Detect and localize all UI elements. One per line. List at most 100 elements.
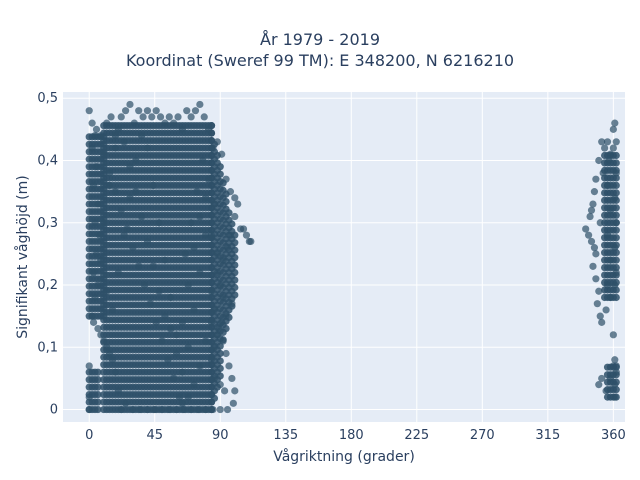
data-point	[586, 212, 594, 221]
data-point	[225, 209, 233, 217]
data-point	[94, 376, 102, 384]
data-point	[165, 113, 173, 121]
data-point	[612, 211, 620, 219]
data-point	[152, 107, 160, 115]
data-point	[612, 278, 620, 287]
data-point	[231, 212, 239, 221]
data-point	[585, 231, 593, 239]
data-point	[592, 250, 600, 258]
data-point	[587, 206, 596, 214]
data-point	[589, 262, 597, 270]
x-tick-label: 225	[404, 428, 429, 443]
data-point	[231, 291, 239, 299]
data-point	[612, 196, 620, 204]
data-point	[231, 254, 239, 262]
data-point	[85, 107, 93, 115]
data-point	[156, 113, 165, 121]
data-point	[609, 144, 617, 152]
data-point	[590, 188, 599, 196]
data-point	[612, 293, 620, 302]
data-point	[598, 318, 606, 326]
data-point	[602, 306, 610, 314]
data-point	[191, 107, 200, 115]
data-point	[612, 174, 620, 182]
data-point	[225, 362, 233, 370]
data-point	[223, 405, 232, 414]
data-point	[609, 125, 617, 133]
data-point	[228, 220, 236, 228]
data-point	[231, 276, 239, 284]
data-point	[595, 381, 603, 389]
data-point	[612, 263, 620, 272]
data-point	[222, 190, 230, 198]
data-point	[210, 394, 219, 402]
data-point	[612, 226, 620, 234]
data-point	[216, 170, 224, 178]
data-point	[94, 398, 102, 406]
y-tick-label: 0,4	[37, 153, 58, 168]
x-tick-label: 135	[273, 428, 298, 443]
x-axis-title: Vågriktning (grader)	[273, 448, 415, 465]
data-point	[231, 268, 239, 277]
data-point	[612, 234, 620, 242]
data-point	[85, 362, 93, 370]
y-tick-label: 0,3	[37, 216, 58, 231]
data-point	[589, 200, 597, 208]
data-point	[612, 204, 620, 212]
data-point	[592, 275, 600, 283]
data-point	[231, 194, 239, 202]
data-point	[234, 200, 242, 208]
data-point	[612, 138, 620, 146]
data-point	[598, 138, 606, 146]
data-point	[612, 271, 620, 279]
data-point	[595, 156, 603, 165]
data-point	[231, 246, 239, 254]
data-point	[612, 189, 620, 197]
data-point	[213, 383, 221, 391]
data-point	[587, 237, 596, 246]
data-point	[216, 349, 224, 358]
chart-subtitle: Koordinat (Sweref 99 TM): E 348200, N 62…	[125, 51, 515, 70]
data-point	[612, 219, 620, 227]
data-point	[612, 181, 620, 189]
data-point	[107, 113, 115, 121]
data-point	[174, 113, 182, 121]
data-point	[207, 405, 216, 414]
data-point	[216, 342, 224, 350]
data-point	[612, 166, 620, 175]
data-point	[139, 113, 147, 121]
x-tick-label: 360	[601, 428, 626, 443]
data-point	[94, 405, 102, 414]
data-point	[596, 312, 604, 320]
data-point	[216, 163, 224, 171]
data-point	[222, 197, 230, 206]
data-point	[612, 378, 620, 386]
x-tick-label: 270	[470, 428, 495, 443]
data-point	[122, 107, 130, 115]
data-point	[183, 107, 191, 115]
data-point	[207, 122, 216, 130]
data-point	[229, 399, 237, 407]
data-point	[231, 231, 239, 239]
data-point	[231, 239, 239, 247]
data-point	[598, 374, 606, 383]
x-tick-label: 0	[85, 428, 93, 443]
data-point	[88, 119, 96, 127]
data-point	[612, 371, 620, 379]
data-point	[595, 287, 603, 295]
data-point	[582, 225, 590, 233]
data-point	[196, 100, 204, 109]
data-point	[231, 283, 239, 292]
data-point	[612, 151, 620, 160]
data-point	[231, 387, 239, 395]
x-tick-label: 180	[339, 428, 364, 443]
data-point	[94, 325, 102, 333]
data-point	[143, 107, 152, 115]
data-point	[609, 331, 617, 339]
data-point	[148, 113, 156, 121]
data-point	[213, 151, 221, 160]
data-point	[94, 383, 102, 391]
data-point	[228, 374, 236, 383]
data-point	[611, 356, 619, 364]
